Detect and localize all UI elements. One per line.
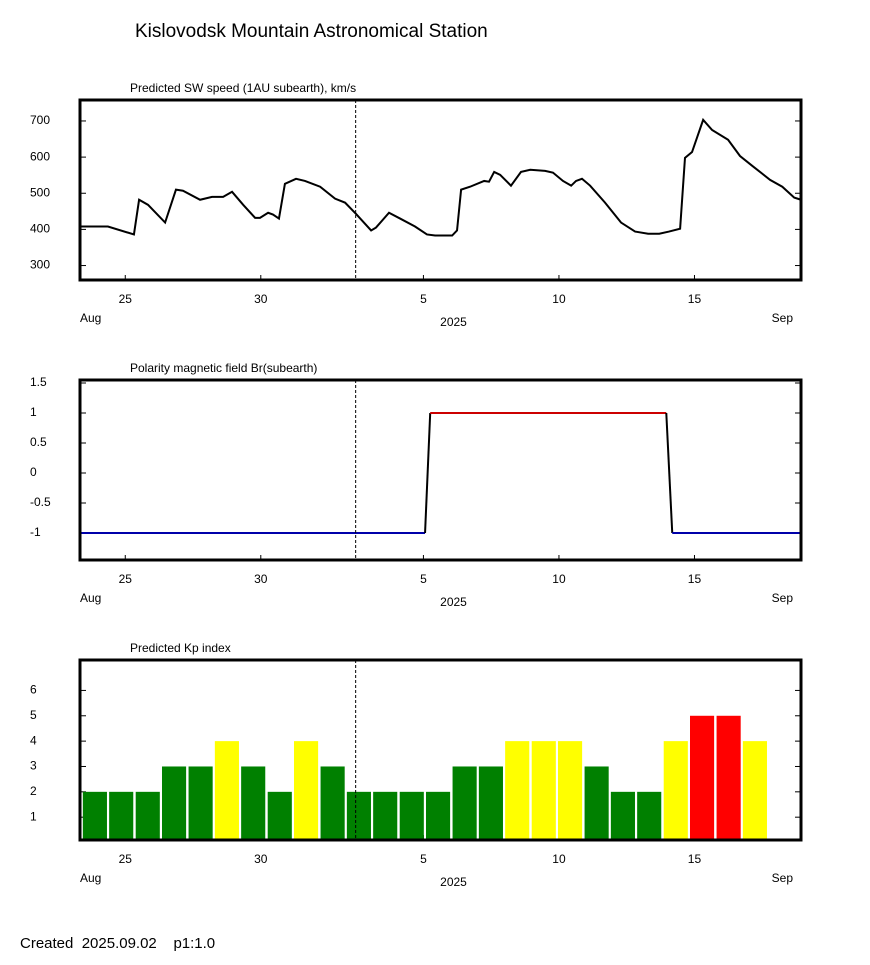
x-tick-label: 15 xyxy=(688,292,702,306)
footer: Created 2025.09.02 p1:1.0 xyxy=(20,935,215,952)
x-tick-label: 30 xyxy=(254,572,268,586)
bar xyxy=(267,791,292,840)
y-tick-label: -1 xyxy=(30,525,41,539)
bar xyxy=(161,766,187,840)
data-segment xyxy=(424,412,432,534)
bar xyxy=(637,791,662,840)
y-tick-label: 1.5 xyxy=(30,375,47,389)
bar xyxy=(452,766,477,840)
x-sublabel: 2025 xyxy=(440,595,467,609)
bar xyxy=(716,715,741,840)
data-segment xyxy=(665,412,674,534)
bar xyxy=(293,741,319,840)
y-tick-label: 2 xyxy=(30,784,37,798)
bar xyxy=(663,741,688,840)
bar xyxy=(320,766,345,840)
x-sublabel: Sep xyxy=(772,311,794,325)
bar xyxy=(478,766,503,840)
bar xyxy=(742,741,767,840)
bar xyxy=(109,791,134,840)
x-tick-label: 25 xyxy=(119,292,133,306)
y-tick-label: 1 xyxy=(30,809,37,823)
y-tick-label: 0 xyxy=(30,465,37,479)
panel-title: Predicted Kp index xyxy=(130,641,231,655)
bar xyxy=(531,741,556,840)
bar xyxy=(399,791,424,840)
bar xyxy=(690,715,715,840)
x-tick-label: 10 xyxy=(552,852,566,866)
x-sublabel: 2025 xyxy=(440,315,467,329)
panel-frame xyxy=(78,658,803,842)
y-tick-label: 1 xyxy=(30,405,37,419)
y-tick-label: -0.5 xyxy=(30,495,51,509)
bar xyxy=(346,791,371,840)
x-sublabel: Sep xyxy=(772,591,794,605)
x-sublabel: Sep xyxy=(772,871,794,885)
x-sublabel: Aug xyxy=(80,871,101,885)
x-tick-label: 5 xyxy=(420,852,427,866)
panel-title: Predicted SW speed (1AU subearth), km/s xyxy=(130,81,356,95)
x-tick-label: 10 xyxy=(552,292,566,306)
x-tick-label: 5 xyxy=(420,572,427,586)
y-tick-label: 3 xyxy=(30,759,37,773)
panel-frame xyxy=(78,98,803,282)
x-tick-label: 30 xyxy=(254,292,268,306)
bar xyxy=(558,741,583,840)
y-tick-label: 700 xyxy=(30,113,50,127)
x-tick-label: 25 xyxy=(119,572,133,586)
y-tick-label: 400 xyxy=(30,222,50,236)
x-tick-label: 15 xyxy=(688,852,702,866)
page-title: Kislovodsk Mountain Astronomical Station xyxy=(135,21,488,42)
bar xyxy=(584,766,609,840)
x-sublabel: Aug xyxy=(80,311,101,325)
bar xyxy=(373,791,398,840)
y-tick-label: 4 xyxy=(30,733,37,747)
bar xyxy=(188,766,213,840)
y-tick-label: 600 xyxy=(30,149,50,163)
x-tick-label: 25 xyxy=(119,852,133,866)
y-tick-label: 6 xyxy=(30,683,37,697)
x-tick-label: 10 xyxy=(552,572,566,586)
x-tick-label: 5 xyxy=(420,292,427,306)
x-sublabel: 2025 xyxy=(440,875,467,889)
bar xyxy=(505,741,530,840)
x-sublabel: Aug xyxy=(80,591,101,605)
y-tick-label: 500 xyxy=(30,185,50,199)
x-tick-label: 15 xyxy=(688,572,702,586)
y-tick-label: 5 xyxy=(30,708,37,722)
panel-title: Polarity magnetic field Br(subearth) xyxy=(130,361,317,375)
y-tick-label: 0.5 xyxy=(30,435,47,449)
x-tick-label: 30 xyxy=(254,852,268,866)
bar xyxy=(425,791,451,840)
bar xyxy=(82,791,107,840)
bar xyxy=(610,791,635,840)
bar xyxy=(214,741,239,840)
bar xyxy=(241,766,266,840)
data-line xyxy=(80,117,802,237)
bar xyxy=(135,791,160,840)
panel-frame xyxy=(78,378,803,562)
y-tick-label: 300 xyxy=(30,258,50,272)
